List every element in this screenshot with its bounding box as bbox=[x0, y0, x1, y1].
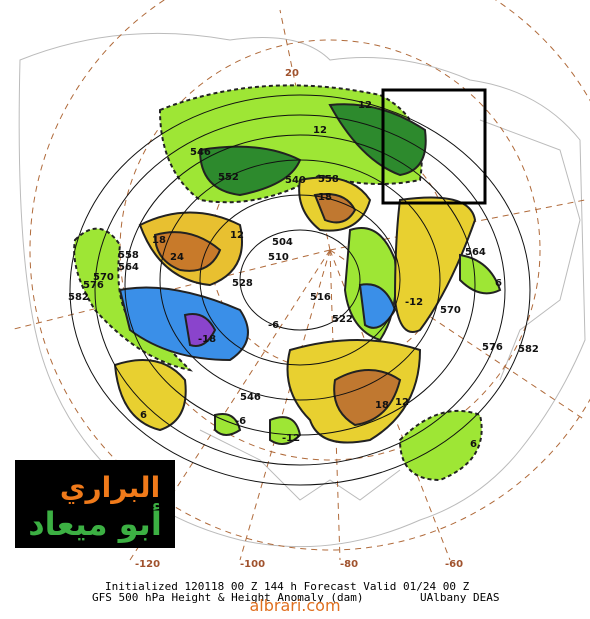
label: 558 bbox=[318, 174, 339, 185]
contour bbox=[239, 229, 361, 331]
label: 12 bbox=[230, 230, 244, 241]
contour-labels: 5465585645705765825045105165225285405465… bbox=[68, 100, 539, 450]
label: 18 bbox=[375, 400, 389, 411]
logo-box bbox=[15, 460, 175, 548]
label: 552 bbox=[218, 172, 239, 183]
meridian bbox=[239, 249, 331, 561]
label: 540 bbox=[285, 175, 306, 186]
label: 528 bbox=[232, 278, 253, 289]
label: -6 bbox=[268, 320, 279, 331]
coast bbox=[479, 119, 581, 381]
label: 570 bbox=[440, 305, 461, 316]
height-contours bbox=[69, 94, 531, 486]
footer-line2: GFS 500 hPa Height & Height Anomaly (dam… bbox=[92, 591, 364, 604]
label: -120 bbox=[135, 559, 160, 570]
anomaly-neg-blue bbox=[118, 286, 249, 362]
anomaly-pos-strong bbox=[153, 231, 222, 272]
anomaly-neg bbox=[398, 409, 483, 482]
footer-line1: Initialized 120118 00 Z 144 h Forecast V… bbox=[105, 580, 470, 593]
anomaly-pos bbox=[113, 359, 187, 432]
label: 576 bbox=[482, 342, 503, 353]
label: 20 bbox=[285, 68, 299, 79]
label: 12 bbox=[313, 125, 327, 136]
label: 516 bbox=[310, 292, 331, 303]
label: -80 bbox=[340, 559, 358, 570]
label: 546 bbox=[190, 147, 211, 158]
label: 504 bbox=[272, 237, 293, 248]
anomaly-pos-strong bbox=[333, 369, 402, 427]
contour bbox=[159, 159, 441, 401]
anomaly-neg-strong bbox=[328, 103, 427, 177]
watermark: albrari.com bbox=[249, 596, 340, 615]
footer-credit: UAlbany DEAS bbox=[420, 591, 499, 604]
label: 576 bbox=[83, 280, 104, 291]
anomaly-fills bbox=[73, 84, 502, 482]
label: -12 bbox=[405, 297, 423, 308]
label: 510 bbox=[268, 252, 289, 263]
logo-bottom: أبو ميعاد bbox=[28, 503, 162, 543]
label: 522 bbox=[332, 314, 353, 325]
highlight-box bbox=[381, 88, 487, 205]
contour bbox=[69, 94, 531, 486]
label: -18 bbox=[198, 334, 216, 345]
anomaly-neg-blue bbox=[358, 283, 397, 329]
label: 6 bbox=[495, 278, 502, 289]
label: -12 bbox=[282, 433, 300, 444]
label: 18 bbox=[318, 192, 332, 203]
anomaly-neg bbox=[73, 227, 194, 372]
coast bbox=[199, 429, 401, 501]
anomaly-pos-strong bbox=[313, 193, 357, 224]
coast bbox=[18, 32, 586, 548]
label: 558 bbox=[118, 250, 139, 261]
label: -60 bbox=[445, 559, 463, 570]
anomaly-neg-purple bbox=[183, 313, 217, 347]
label: 12 bbox=[395, 397, 409, 408]
contour bbox=[199, 194, 401, 366]
label: 6 bbox=[140, 410, 147, 421]
label: 12 bbox=[358, 100, 372, 111]
label: 24 bbox=[170, 252, 184, 263]
label: 546 bbox=[240, 392, 261, 403]
label: 564 bbox=[118, 262, 139, 273]
anomaly-neg bbox=[459, 253, 502, 295]
longitude-labels: -120 -100 -80 -60 20 bbox=[135, 68, 463, 570]
anomaly-pos bbox=[393, 196, 477, 333]
latitude bbox=[119, 39, 541, 461]
label: 582 bbox=[518, 344, 539, 355]
anomaly-neg-strong bbox=[198, 145, 302, 197]
logo-top: البراري bbox=[60, 471, 160, 504]
label: 564 bbox=[465, 247, 486, 258]
label: 6 bbox=[470, 439, 477, 450]
label: -6 bbox=[235, 416, 246, 427]
contour bbox=[94, 114, 506, 466]
coastlines bbox=[18, 32, 586, 548]
label: -100 bbox=[240, 559, 265, 570]
contour bbox=[124, 134, 476, 436]
meridian bbox=[329, 249, 586, 421]
label: 582 bbox=[68, 292, 89, 303]
label: 570 bbox=[93, 272, 114, 283]
label: 18 bbox=[152, 235, 166, 246]
